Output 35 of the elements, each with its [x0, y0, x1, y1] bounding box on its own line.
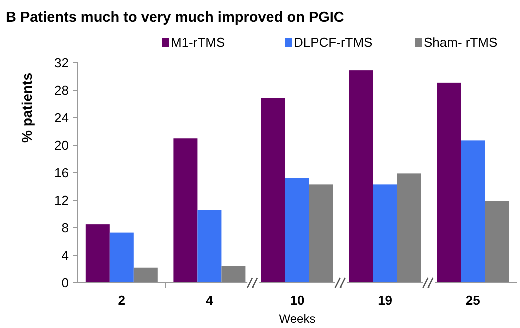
y-tick-label: 16 [54, 166, 69, 181]
y-tick-label: 20 [54, 138, 69, 154]
legend-label: Sham- rTMS [424, 35, 498, 50]
bar [262, 98, 286, 283]
chart-title: B Patients much to very much improved on PGIC [6, 10, 345, 26]
bar [461, 140, 486, 283]
bar [134, 268, 158, 283]
y-tick-label: 32 [54, 56, 69, 71]
bar [198, 210, 222, 283]
y-tick-label: 28 [54, 83, 69, 98]
bar [174, 138, 198, 283]
bar [373, 184, 398, 283]
x-tick-label: 10 [290, 293, 305, 308]
x-tick-label: 19 [378, 293, 393, 308]
bar [286, 178, 310, 283]
x-axis-title: Weeks [279, 312, 316, 326]
y-tick-label: 0 [62, 276, 69, 291]
bar [110, 232, 134, 283]
y-tick-label: 4 [62, 248, 69, 264]
bar [86, 224, 110, 283]
bar [349, 70, 374, 283]
x-tick-label: 4 [206, 293, 214, 308]
y-tick-label: 8 [62, 220, 69, 236]
y-axis-title: % patients [19, 72, 35, 144]
x-tick-label: 2 [118, 293, 126, 308]
bar [310, 184, 334, 283]
bar [485, 201, 510, 283]
legend-label: DLPCF-rTMS [294, 35, 374, 50]
y-tick-label: 12 [54, 193, 69, 208]
y-tick-label: 24 [54, 110, 69, 126]
legend-label: M1-rTMS [171, 35, 226, 50]
bar [397, 174, 422, 283]
x-tick-label: 25 [466, 293, 480, 308]
bar [222, 266, 246, 283]
bar [437, 82, 462, 283]
